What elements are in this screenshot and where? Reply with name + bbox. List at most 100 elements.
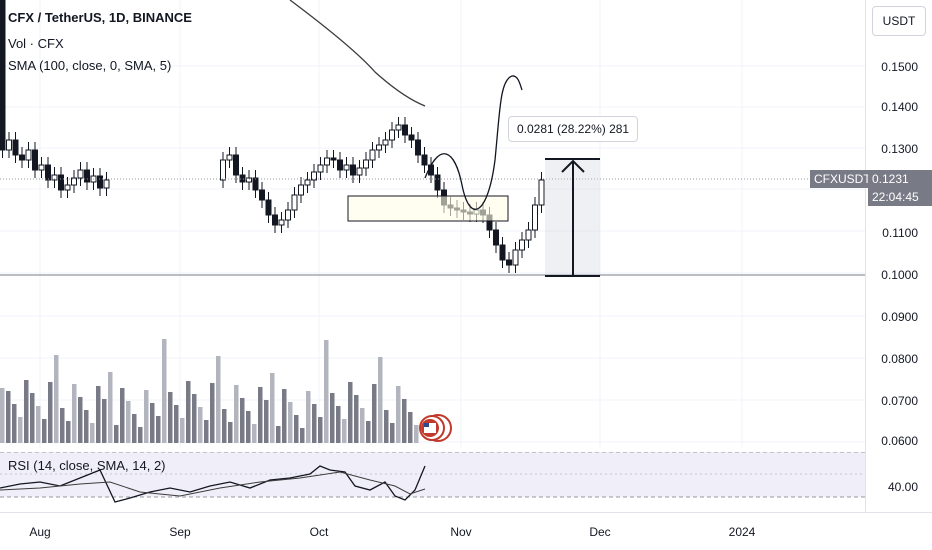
volume-bar [252, 424, 257, 443]
projection-curve[interactable] [424, 75, 523, 210]
volume-bar [306, 391, 311, 443]
volume-bar [48, 382, 53, 443]
candle-body [84, 169, 90, 183]
candle-body [246, 177, 252, 183]
volume-bars [0, 339, 419, 443]
candle-body [220, 159, 226, 181]
volume-bar [114, 425, 119, 443]
time-axis-label: 2024 [728, 525, 756, 539]
currency-button[interactable]: USDT [872, 6, 926, 36]
price-chart-pane[interactable]: CFX / TetherUS, 1D, BINANCE Vol · CFX SM… [0, 0, 865, 448]
price-chart-svg[interactable] [0, 0, 865, 448]
candle-body [58, 174, 64, 191]
candle-body [337, 159, 343, 171]
volume-bar [0, 388, 5, 443]
candle-body [434, 174, 441, 191]
volume-bar [270, 373, 275, 443]
volume-bar [312, 404, 317, 443]
candle-body [0, 0, 6, 151]
volume-bar [168, 392, 173, 443]
candle-body [525, 229, 532, 241]
candle-body [38, 164, 45, 171]
volume-bar [330, 393, 335, 443]
volume-bar [402, 399, 407, 443]
candle-body [278, 219, 285, 226]
candlesticks [0, 0, 545, 273]
candle-body [298, 184, 304, 196]
volume-bar [360, 408, 365, 443]
candle-body [19, 154, 25, 161]
candle-body [350, 164, 356, 176]
candle-body [317, 164, 324, 173]
volume-bar [204, 420, 209, 443]
candle-body [389, 129, 395, 141]
volume-bar [324, 340, 329, 443]
candle-body [330, 157, 337, 161]
candle-body [356, 167, 363, 176]
price-axis-label: 0.1400 [881, 100, 918, 114]
candle-body [25, 149, 32, 161]
candle-body [77, 169, 84, 179]
rsi-pane[interactable]: RSI (14, close, SMA, 14, 2) [0, 452, 865, 512]
volume-bar [102, 399, 107, 443]
volume-bar [156, 416, 161, 443]
volume-bar [42, 419, 47, 443]
sma-legend[interactable]: SMA (100, close, 0, SMA, 5) [8, 58, 172, 73]
price-axis-label: 0.0800 [881, 352, 918, 366]
volume-bar [348, 382, 353, 443]
volume-bar [60, 408, 65, 443]
candle-body [324, 157, 330, 166]
candle-body [506, 259, 512, 266]
price-axis-label: 0.1000 [881, 268, 918, 282]
candle-body [408, 134, 415, 141]
candle-body [376, 144, 382, 151]
price-axis-label: 0.1500 [881, 60, 918, 74]
sma-line [289, 0, 426, 107]
candle-body [51, 174, 58, 181]
volume-bar [120, 388, 125, 443]
symbol-title: CFX / TetherUS, 1D, BINANCE [8, 10, 192, 25]
volume-bar [390, 423, 395, 443]
candle-body [259, 189, 265, 201]
volume-bar [192, 394, 197, 443]
consolidation-box[interactable] [347, 195, 509, 222]
volume-bar [12, 404, 17, 443]
candle-body [428, 164, 434, 176]
volume-bar [234, 385, 239, 443]
candle-body [291, 194, 298, 211]
rsi-axis-label: 40.00 [887, 480, 918, 494]
volume-bar [258, 387, 263, 443]
candle-body [493, 229, 499, 246]
volume-bar [240, 398, 245, 443]
volume-bar [84, 410, 89, 443]
candle-body [12, 139, 19, 156]
candle-body [45, 164, 51, 181]
candle-body [97, 175, 103, 189]
ticker-symbol-tag: CFXUSDT [810, 170, 875, 188]
volume-bar [336, 406, 341, 443]
candle-body [538, 179, 545, 206]
price-axis-label: 0.0700 [881, 394, 918, 408]
candle-body [226, 154, 233, 161]
ticker-price-tag: 0.1231 [868, 170, 932, 188]
time-scale[interactable]: Aug Sep Oct Nov Dec 2024 [0, 512, 932, 550]
volume-bar [276, 426, 281, 443]
volume-legend[interactable]: Vol · CFX [8, 36, 64, 51]
candle-body [233, 154, 239, 176]
candle-body [71, 177, 77, 186]
volume-bar [36, 406, 41, 443]
candle-body [369, 149, 376, 161]
candle-body [532, 204, 538, 231]
volume-bar [414, 425, 419, 443]
rsi-legend[interactable]: RSI (14, close, SMA, 14, 2) [8, 458, 166, 473]
volume-bar [6, 391, 11, 443]
symbol-legend[interactable]: CFX / TetherUS, 1D, BINANCE [8, 10, 192, 25]
volume-bar [78, 397, 83, 443]
volume-bar [144, 390, 149, 443]
volume-bar [180, 418, 185, 443]
volume-bar [162, 339, 167, 443]
volume-bar [90, 423, 95, 443]
price-scale[interactable]: USDT 0.15000.14000.13000.12000.11000.100… [810, 0, 932, 512]
volume-bar [354, 395, 359, 443]
volume-bar [294, 415, 299, 443]
